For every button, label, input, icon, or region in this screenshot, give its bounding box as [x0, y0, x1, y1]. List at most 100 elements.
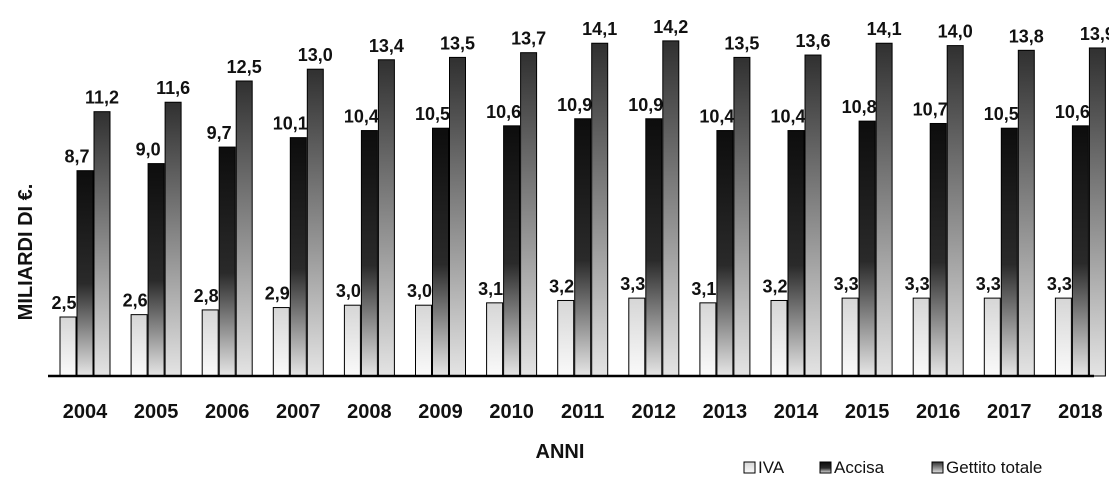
bar-accisa-2005 [147, 163, 165, 377]
bar-iva-2009 [415, 304, 432, 377]
bar-gettito-totale-2006 [235, 80, 253, 377]
value-label-gettito-totale-2012: 14,2 [653, 17, 688, 37]
value-label-gettito-totale-2005: 11,6 [156, 78, 190, 98]
value-label-accisa-2004: 8,7 [64, 147, 89, 167]
bar-gettito-totale-2014 [804, 54, 822, 377]
value-label-iva-2006: 2,8 [194, 286, 219, 306]
bar-accisa-2010 [503, 125, 521, 377]
value-label-gettito-totale-2011: 14,1 [582, 19, 617, 39]
bar-iva-2005 [130, 314, 148, 377]
x-tick-label-2006: 2006 [205, 401, 250, 423]
value-label-iva-2005: 2,6 [123, 291, 148, 311]
bar-accisa-2004 [76, 170, 94, 377]
value-label-iva-2004: 2,5 [51, 293, 76, 313]
value-label-accisa-2012: 10,9 [628, 95, 663, 115]
value-label-accisa-2014: 10,4 [770, 107, 805, 127]
x-axis-label: ANNI [536, 441, 585, 463]
bar-gettito-totale-2008 [377, 59, 395, 377]
bar-iva-2016 [912, 297, 930, 377]
bar-iva-2014 [770, 299, 788, 377]
value-label-accisa-2010: 10,6 [486, 102, 521, 122]
value-label-gettito-totale-2014: 13,6 [795, 31, 830, 51]
value-label-iva-2013: 3,1 [691, 279, 716, 299]
x-tick-label-2004: 2004 [63, 401, 108, 423]
value-label-iva-2008: 3,0 [336, 281, 361, 301]
x-tick-label-2013: 2013 [703, 401, 748, 423]
bar-accisa-2013 [716, 130, 734, 377]
value-label-gettito-totale-2007: 13,0 [298, 45, 333, 65]
bar-accisa-2017 [1000, 127, 1018, 377]
bar-gettito-totale-2009 [449, 56, 466, 377]
x-tick-label-2017: 2017 [987, 401, 1032, 423]
bar-iva-2007 [272, 307, 290, 377]
bar-gettito-totale-2010 [520, 52, 538, 377]
value-label-accisa-2017: 10,5 [984, 104, 1019, 124]
value-label-accisa-2007: 10,1 [273, 114, 308, 134]
value-label-gettito-totale-2013: 13,5 [724, 33, 759, 53]
value-label-iva-2018: 3,3 [1047, 274, 1072, 294]
value-label-accisa-2009: 10,5 [415, 104, 450, 124]
x-tick-label-2007: 2007 [276, 401, 321, 423]
x-tick-label-2015: 2015 [845, 401, 890, 423]
value-label-accisa-2008: 10,4 [344, 107, 379, 127]
value-label-gettito-totale-2006: 12,5 [227, 57, 262, 77]
x-tick-label-2016: 2016 [916, 401, 961, 423]
value-label-iva-2014: 3,2 [762, 276, 787, 296]
bar-gettito-totale-2013 [733, 56, 751, 377]
legend: IVA Accisa Gettito totale [743, 458, 1042, 477]
bar-iva-2017 [983, 297, 1001, 377]
bar-accisa-2014 [787, 130, 805, 377]
x-tick-label-2010: 2010 [489, 401, 534, 423]
value-label-accisa-2005: 9,0 [136, 140, 161, 160]
legend-swatch-gettito-totale [931, 461, 944, 474]
x-tick-label-2005: 2005 [134, 401, 179, 423]
x-tick-label-2014: 2014 [774, 401, 819, 423]
x-tick-label-2008: 2008 [347, 401, 392, 423]
legend-label-iva: IVA [758, 458, 785, 477]
value-label-gettito-totale-2010: 13,7 [511, 29, 546, 49]
bar-iva-2013 [699, 302, 717, 377]
bar-accisa-2008 [360, 130, 378, 377]
value-label-accisa-2011: 10,9 [557, 95, 592, 115]
bar-accisa-2018 [1071, 125, 1089, 377]
bar-gettito-totale-2012 [662, 40, 680, 377]
value-label-iva-2011: 3,2 [549, 276, 574, 296]
value-label-gettito-totale-2015: 14,1 [867, 19, 902, 39]
bar-iva-2010 [486, 302, 504, 377]
bar-iva-2008 [343, 304, 361, 377]
bar-accisa-2009 [432, 127, 449, 377]
value-label-gettito-totale-2009: 13,5 [440, 33, 475, 53]
bar-accisa-2015 [858, 120, 876, 377]
legend-label-accisa: Accisa [834, 458, 885, 477]
bar-accisa-2016 [929, 122, 947, 377]
bar-iva-2015 [841, 297, 859, 377]
value-label-iva-2009: 3,0 [407, 281, 432, 301]
value-label-gettito-totale-2008: 13,4 [369, 36, 404, 56]
x-tick-labels-group: 2004 2005 2006 2007 2008 2009 2010 2011 2012 2013… [63, 401, 1103, 423]
value-label-accisa-2006: 9,7 [207, 123, 232, 143]
bar-gettito-totale-2015 [875, 42, 893, 377]
value-label-accisa-2013: 10,4 [699, 107, 734, 127]
bar-gettito-totale-2005 [164, 101, 182, 377]
bar-iva-2018 [1054, 297, 1072, 377]
bar-gettito-totale-2017 [1017, 49, 1035, 377]
y-axis-label: MILIARDI DI €. [15, 184, 37, 321]
value-label-iva-2015: 3,3 [834, 274, 859, 294]
value-labels-group: 2,5 8,7 11,2 2,6 9,0 11,6 2,8 9,7 12,5 2,9 10,1 13,… [51, 17, 1109, 313]
x-tick-label-2018: 2018 [1058, 401, 1103, 423]
x-tick-label-2012: 2012 [632, 401, 677, 423]
legend-label-gettito-totale: Gettito totale [946, 458, 1042, 477]
bar-accisa-2011 [574, 118, 592, 377]
value-label-iva-2007: 2,9 [265, 284, 290, 304]
bars-group [59, 40, 1106, 377]
value-label-gettito-totale-2004: 11,2 [85, 88, 119, 108]
bar-iva-2004 [59, 316, 77, 377]
legend-swatch-iva [743, 461, 756, 474]
value-label-accisa-2018: 10,6 [1055, 102, 1090, 122]
bar-gettito-totale-2018 [1088, 47, 1106, 377]
value-label-iva-2016: 3,3 [905, 274, 930, 294]
x-tick-label-2011: 2011 [561, 401, 604, 423]
bar-iva-2006 [201, 309, 219, 377]
value-label-accisa-2016: 10,7 [913, 99, 948, 119]
